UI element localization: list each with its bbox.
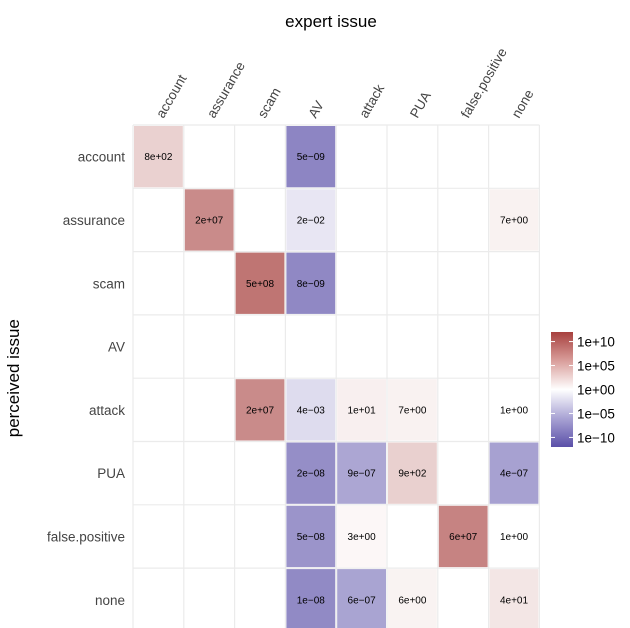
heatmap-cell-false-positive-false-positive [438,505,488,568]
y-tick-account: account [78,150,126,165]
heatmap-cell-scam-av [286,252,336,314]
legend-colorbar [551,332,573,447]
cell-value-label: 6e+00 [398,595,427,606]
cell-value-label: 7e+00 [500,215,529,226]
heatmap-cell-attack-attack [337,379,386,441]
cell-value-label: 5e−09 [297,152,326,163]
heatmap-cell-attack-none [489,379,539,441]
x-tick-scam: scam [255,85,284,120]
x-tick-assurance: assurance [204,59,248,120]
x-tick-labels: account assurance scam AV attack PUA false.pos… [153,45,537,120]
y-axis-title: perceived issue [4,319,23,437]
cell-value-label: 4e−03 [297,405,326,416]
cell-value-label: 1e+00 [500,405,529,416]
cell-value-label: 7e+00 [398,405,427,416]
heatmap-cell-false-positive-av [286,505,336,568]
cell-value-label: 2e−02 [297,215,326,226]
x-tick-account: account [153,72,190,121]
legend-label: 1e−05 [577,406,615,421]
heatmap-cell-account-account [134,126,183,188]
cell-value-label: 2e+07 [195,215,224,226]
cell-value-label: 1e+00 [500,532,529,543]
heatmap-cell-assurance-av [286,189,336,251]
legend-label: 1e+05 [577,359,615,374]
x-tick-av: AV [305,98,326,120]
cell-value-label: 1e−08 [297,595,326,606]
legend-label: 1e+10 [577,335,615,350]
cell-value-label: 5e−08 [297,532,326,543]
heatmap-cell-attack-scam [235,379,285,441]
heatmap-cell-assurance-none [489,189,539,251]
heatmap-cells [134,126,539,628]
heatmap-cell-none-pua [388,569,437,628]
heatmap-cell-attack-av [286,379,336,441]
legend-label: 1e+00 [577,383,615,398]
y-tick-labels: account assurance scam AV attack PUA false.pos… [47,150,125,608]
x-tick-none: none [509,87,537,121]
heatmap-cell-assurance-assurance [184,189,234,251]
cell-value-label: 3e+00 [348,532,377,543]
y-tick-false-positive: false.positive [47,529,125,544]
heatmap-cell-false-positive-attack [337,505,386,568]
y-tick-none: none [95,593,125,608]
grid-lines [132,124,541,628]
y-tick-av: AV [108,340,125,355]
x-tick-attack: attack [356,82,387,121]
heatmap-cell-pua-none [489,442,539,504]
cell-labels: 8e+02 5e−09 2e+07 2e−02 7e+00 5e+08 8e−09 2e+07… [144,152,528,606]
cell-value-label: 9e+02 [398,469,427,480]
heatmap-cell-attack-pua [388,379,437,441]
heatmap-cell-none-none [489,569,539,628]
chart-title: expert issue [285,12,377,31]
cell-value-label: 8e−09 [297,279,326,290]
cell-value-label: 9e−07 [348,469,377,480]
heatmap-cell-none-attack [337,569,386,628]
cell-value-label: 6e−07 [348,595,377,606]
color-legend: 1e+10 1e+05 1e+00 1e−05 1e−10 [551,332,615,447]
x-tick-false-positive: false.positive [458,45,510,120]
cell-value-label: 5e+08 [246,279,275,290]
heatmap-cell-pua-pua [388,442,437,504]
cell-value-label: 8e+02 [144,152,173,163]
y-tick-scam: scam [93,276,125,291]
heatmap-cell-false-positive-none [489,505,539,568]
cell-value-label: 2e+07 [246,405,275,416]
heatmap-cell-scam-scam [235,252,285,314]
legend-label: 1e−10 [577,430,615,445]
cell-value-label: 1e+01 [348,405,377,416]
y-tick-assurance: assurance [63,213,125,228]
cell-value-label: 4e−07 [500,469,529,480]
heatmap-cell-none-av [286,569,336,628]
y-tick-attack: attack [89,403,125,418]
cell-value-label: 4e+01 [500,595,529,606]
cell-value-label: 2e−08 [297,469,326,480]
heatmap-cell-pua-av [286,442,336,504]
cell-value-label: 6e+07 [449,532,478,543]
heatmap-cell-pua-attack [337,442,386,504]
y-tick-pua: PUA [97,466,125,481]
x-tick-pua: PUA [407,89,434,121]
heatmap-cell-account-av [286,126,336,188]
